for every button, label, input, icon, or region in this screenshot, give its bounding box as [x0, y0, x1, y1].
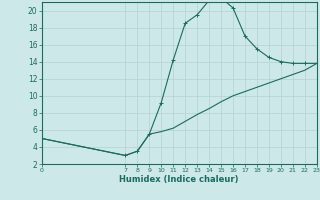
X-axis label: Humidex (Indice chaleur): Humidex (Indice chaleur) [119, 175, 239, 184]
